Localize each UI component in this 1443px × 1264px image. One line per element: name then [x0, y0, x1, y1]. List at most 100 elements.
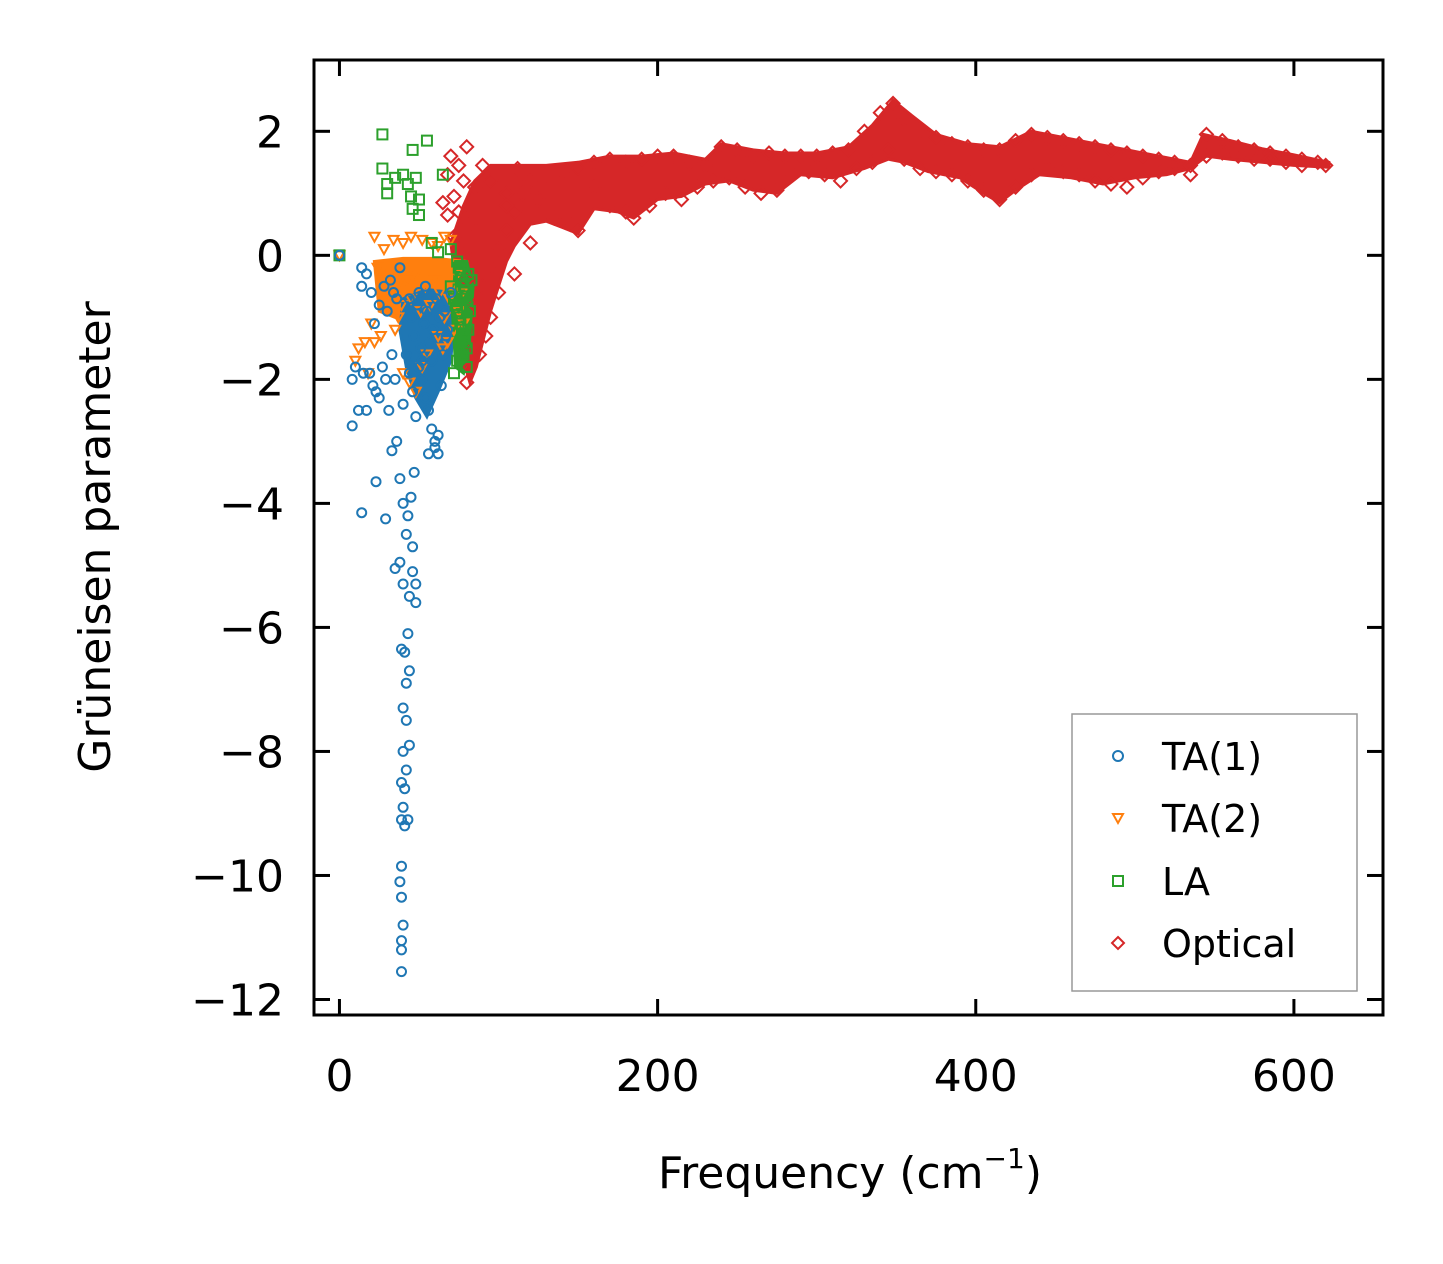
y-tick-label: 2 — [256, 107, 284, 158]
point-la-21 — [457, 280, 470, 293]
point-la-1 — [376, 128, 389, 141]
point-ta-2-43 — [391, 312, 406, 325]
point-ta-2-5 — [404, 231, 418, 244]
point-ta-2-45 — [436, 343, 450, 356]
point-ta-1-104 — [419, 280, 431, 292]
point-optical-111 — [991, 191, 1008, 208]
point-optical-50 — [896, 110, 913, 127]
point-optical-37 — [697, 157, 714, 174]
point-la-35 — [455, 323, 468, 336]
point-optical-134 — [471, 346, 488, 363]
point-optical-122 — [1166, 160, 1183, 177]
point-ta-1-24 — [383, 404, 395, 416]
point-ta-1-68 — [415, 342, 427, 354]
point-ta-1-41 — [410, 597, 422, 609]
point-ta-1-80 — [423, 404, 434, 416]
point-optical-107 — [928, 163, 944, 180]
point-optical-64 — [1118, 145, 1135, 161]
y-tick-label: −2 — [219, 355, 284, 406]
point-ta-1-70 — [421, 305, 433, 317]
point-ta-2-17 — [399, 275, 413, 288]
point-ta-1-67 — [411, 299, 423, 311]
point-la-29 — [452, 261, 465, 274]
legend-label-ta2: TA(2) — [1161, 797, 1262, 841]
point-ta-1-63 — [396, 944, 407, 956]
point-ta-2-33 — [348, 355, 363, 368]
point-optical-121 — [1150, 163, 1167, 180]
point-optical-109 — [959, 173, 976, 189]
point-optical-83 — [562, 216, 579, 233]
point-optical-137 — [498, 197, 515, 214]
point-optical-55 — [975, 142, 992, 158]
point-optical-36 — [681, 154, 698, 171]
point-optical-133 — [477, 328, 494, 344]
point-optical-106 — [912, 160, 928, 177]
point-ta-2-25 — [437, 312, 452, 325]
point-optical-91 — [673, 191, 690, 208]
point-optical-114 — [1039, 160, 1056, 177]
point-optical-74 — [1278, 148, 1294, 165]
point-ta-1-103 — [416, 355, 428, 367]
point-ta-1-2 — [356, 280, 368, 292]
point-ta-1-9 — [384, 274, 396, 286]
point-la-33 — [449, 298, 462, 311]
point-optical-110 — [975, 182, 992, 199]
point-ta-1-73 — [431, 293, 442, 305]
point-optical-56 — [991, 142, 1008, 158]
point-ta-2-4 — [396, 237, 410, 250]
point-la-32 — [462, 267, 475, 280]
point-ta-1-45 — [400, 677, 412, 689]
point-optical-71 — [1230, 138, 1247, 155]
point-optical-48 — [872, 104, 889, 121]
point-la-22 — [460, 292, 473, 305]
point-la-4 — [436, 168, 449, 181]
x-tick-label: 200 — [616, 1051, 700, 1102]
point-ta-2-34 — [351, 343, 366, 356]
point-optical-130 — [1293, 157, 1310, 174]
point-la-11 — [405, 190, 418, 203]
point-la-19 — [451, 255, 464, 268]
point-ta-1-25 — [386, 349, 398, 361]
point-ta-1-43 — [399, 646, 411, 658]
point-ta-2-24 — [432, 287, 447, 300]
axis-ticks: 0 200 400 600 −12 −10 −8 −6 −4 −2 0 2 — [191, 60, 1383, 1102]
point-ta-1-59 — [394, 876, 406, 888]
point-optical-2 — [439, 166, 456, 183]
point-optical-43 — [792, 148, 809, 165]
point-ta-1-95 — [429, 442, 441, 454]
point-la-38 — [447, 292, 460, 305]
point-optical-62 — [1087, 138, 1103, 155]
point-optical-88 — [625, 210, 642, 227]
point-ta-1-6 — [373, 299, 385, 311]
point-la-31 — [459, 286, 472, 299]
y-tick-label: 0 — [256, 231, 284, 282]
point-ta-2-41 — [420, 349, 434, 362]
point-la-8 — [389, 171, 402, 184]
point-ta-1-89 — [438, 305, 450, 317]
point-la-14 — [406, 202, 419, 215]
point-la-10 — [401, 178, 414, 191]
point-ta-2-1 — [367, 231, 382, 244]
point-ta-2-11 — [370, 262, 385, 275]
point-ta-1-82 — [429, 435, 441, 447]
point-ta-2-46 — [440, 337, 455, 350]
point-ta-1-99 — [402, 510, 414, 522]
point-ta-1-8 — [381, 305, 393, 317]
x-tick-label: 400 — [934, 1051, 1018, 1102]
point-optical-123 — [1182, 166, 1199, 183]
point-optical-116 — [1071, 166, 1088, 183]
point-la-15 — [412, 209, 425, 222]
point-optical-136 — [522, 235, 539, 251]
point-optical-135 — [506, 266, 523, 282]
point-ta-2-6 — [415, 234, 429, 247]
point-optical-85 — [586, 179, 602, 196]
point-ta-1-69 — [418, 318, 430, 330]
point-ta-1-35 — [400, 528, 412, 540]
point-ta-1-102 — [413, 287, 425, 298]
point-ta-1-66 — [408, 330, 420, 342]
point-ta-1-54 — [397, 801, 409, 813]
point-optical-38 — [713, 138, 730, 155]
point-optical-87 — [617, 204, 634, 220]
